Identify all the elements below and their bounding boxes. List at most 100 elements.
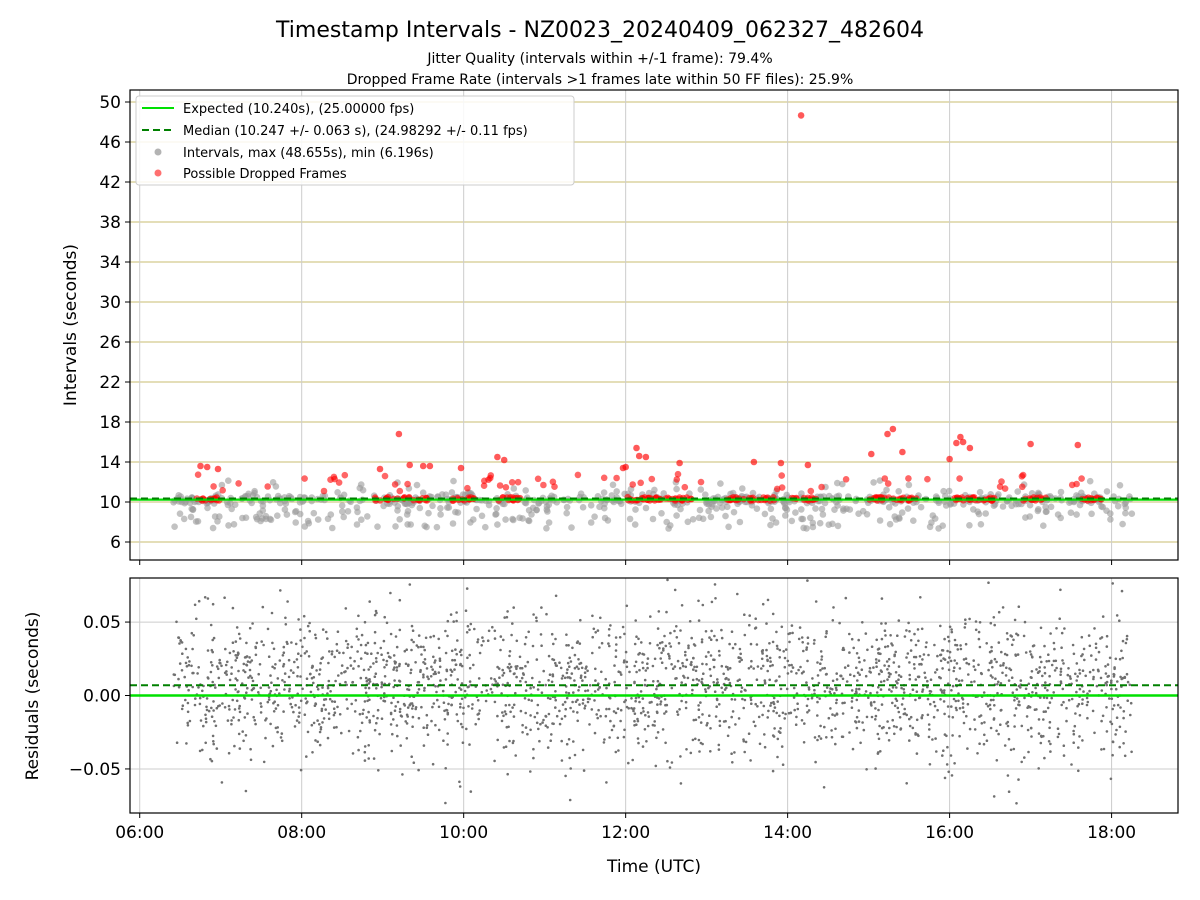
residual-point: [897, 674, 901, 677]
residual-point: [962, 658, 966, 661]
residual-point: [995, 729, 998, 733]
residual-point: [374, 672, 378, 675]
interval-point: [772, 519, 780, 526]
residual-point: [803, 722, 806, 725]
residual-point: [372, 757, 376, 760]
residual-point: [193, 703, 197, 707]
residual-point: [700, 638, 704, 641]
residual-point: [545, 612, 548, 616]
residual-point: [734, 642, 737, 646]
residual-point: [585, 665, 588, 668]
residual-point: [760, 657, 764, 661]
bottom-panel-reference-lines: [130, 684, 1178, 697]
residual-point: [787, 632, 790, 636]
residual-point: [569, 767, 572, 770]
residual-point: [407, 688, 411, 692]
residual-point: [321, 721, 324, 724]
residual-point: [917, 639, 920, 643]
residual-point: [673, 665, 677, 668]
residual-point: [549, 697, 552, 700]
residual-point: [643, 683, 647, 687]
residual-point: [973, 728, 977, 731]
residual-point: [628, 670, 631, 674]
residual-point: [297, 618, 300, 621]
residual-point: [330, 652, 334, 656]
residual-point: [940, 689, 943, 692]
residual-point: [641, 697, 645, 700]
residual-point: [1015, 688, 1019, 691]
dropped-frame-outlier: [1074, 441, 1082, 449]
residual-point: [922, 653, 926, 656]
residual-point: [778, 656, 781, 659]
residual-point: [493, 637, 497, 640]
residual-point: [422, 675, 425, 679]
residual-point: [664, 710, 668, 713]
legend-box: [135, 95, 575, 186]
dropped-frame-point: [673, 476, 681, 483]
residual-point: [437, 637, 441, 641]
interval-point: [1022, 514, 1029, 521]
residual-point: [330, 700, 334, 703]
residual-point: [788, 640, 791, 644]
residual-point: [531, 644, 535, 648]
residual-point: [1096, 668, 1100, 672]
residual-point: [210, 759, 214, 763]
residual-point: [850, 706, 854, 709]
residual-point: [1020, 724, 1024, 728]
interval-point: [404, 507, 412, 515]
residual-point: [607, 628, 611, 631]
residual-point: [1124, 641, 1128, 645]
residual-point: [450, 703, 454, 707]
residual-point: [584, 689, 587, 693]
residual-point: [1087, 634, 1091, 637]
residual-point: [926, 697, 930, 701]
residual-point: [276, 677, 280, 680]
residual-point: [293, 725, 297, 728]
residual-point: [1118, 619, 1121, 622]
interval-point: [396, 516, 404, 523]
residual-point: [515, 667, 518, 671]
residual-point: [646, 666, 649, 670]
residual-point: [519, 679, 522, 683]
residual-point: [288, 697, 291, 700]
residual-point: [344, 639, 348, 643]
dropped-frame-point: [404, 480, 411, 488]
residual-point: [1059, 667, 1063, 671]
interval-point: [256, 510, 264, 517]
interval-point: [702, 491, 709, 499]
residual-point: [1086, 700, 1090, 704]
residual-point: [1099, 637, 1102, 640]
residual-point: [1047, 659, 1051, 663]
residual-point: [196, 672, 199, 675]
residual-point: [462, 712, 465, 715]
residual-point: [408, 703, 412, 707]
residual-point: [274, 707, 278, 710]
chart-subtitle-dropped: Dropped Frame Rate (intervals >1 frames …: [347, 72, 854, 88]
residual-point: [337, 674, 340, 677]
residual-point: [398, 707, 402, 711]
residual-point: [509, 665, 513, 669]
dropped-frame-outlier: [426, 462, 434, 470]
residual-point: [857, 720, 861, 723]
residual-point: [728, 642, 731, 646]
residual-point: [552, 642, 555, 646]
residual-point: [991, 676, 994, 679]
residual-point: [950, 630, 954, 634]
residual-point: [947, 770, 950, 774]
residual-point: [891, 718, 894, 722]
legend-median-label: Median (10.247 +/- 0.063 s), (24.98292 +…: [183, 124, 528, 139]
residual-point: [947, 639, 951, 643]
residual-point: [185, 665, 189, 668]
residual-point: [422, 726, 426, 729]
residual-point: [880, 670, 883, 673]
interval-point: [839, 480, 846, 488]
residual-point: [1106, 663, 1110, 666]
residual-point: [700, 680, 703, 684]
top-y-tick-label: 14: [99, 453, 121, 473]
residual-point: [1022, 634, 1026, 638]
residual-point: [637, 741, 640, 745]
residual-point: [911, 726, 915, 730]
residual-point: [389, 632, 393, 636]
residual-point: [423, 648, 427, 652]
residual-point: [783, 665, 787, 669]
